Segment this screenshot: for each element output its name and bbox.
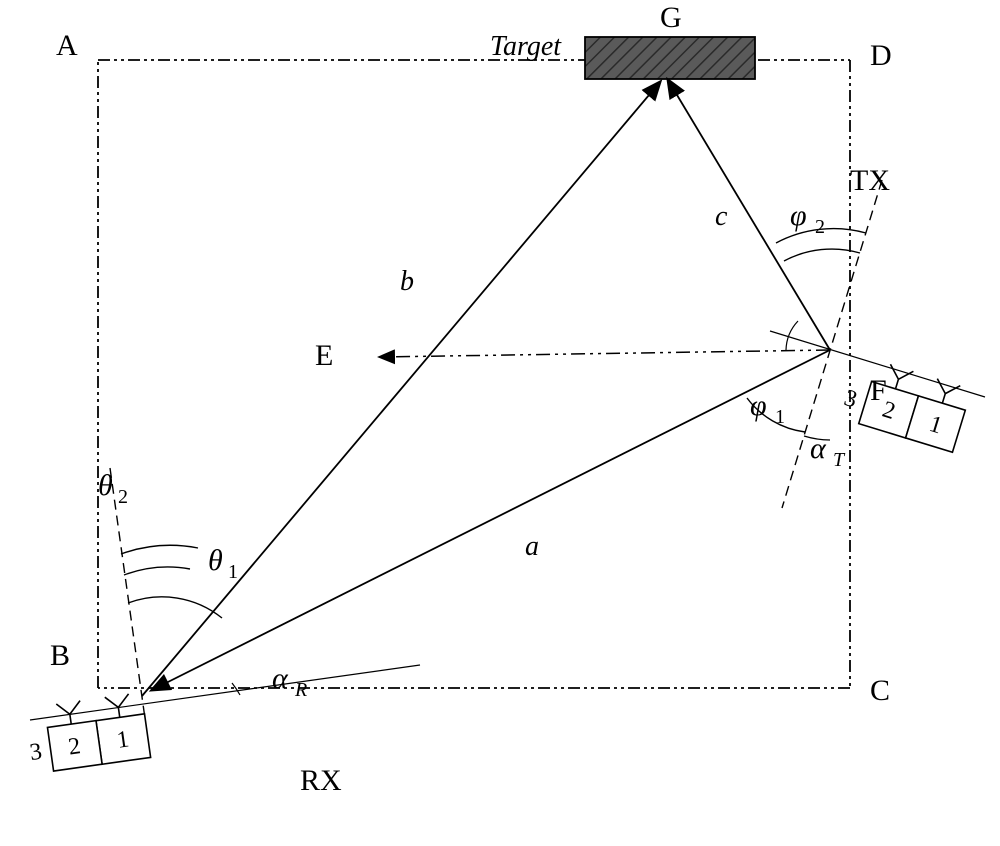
label-phi1: φ 1	[750, 389, 785, 428]
line-FB	[152, 350, 830, 690]
arc-theta1	[128, 597, 222, 618]
svg-text:1: 1	[228, 561, 238, 583]
arc-small-tx	[786, 321, 798, 350]
label-B: B	[50, 639, 70, 672]
target-box: Target	[490, 31, 755, 79]
svg-text:1: 1	[775, 406, 785, 428]
tx-antenna-array: 2 1 3	[839, 354, 972, 452]
svg-text:3: 3	[841, 385, 860, 413]
label-F: F	[870, 374, 887, 407]
label-D: D	[870, 39, 892, 72]
svg-text:θ: θ	[98, 469, 113, 502]
label-RX: RX	[300, 764, 342, 797]
label-E: E	[315, 339, 333, 372]
diagram-canvas: Target 1 2 3	[0, 0, 1000, 846]
label-b: b	[400, 266, 414, 297]
svg-text:φ: φ	[750, 389, 767, 422]
rx-array-line	[30, 665, 420, 720]
rx-antenna-array: 1 2 3	[24, 692, 151, 774]
label-theta1: θ 1	[208, 544, 238, 583]
label-a: a	[525, 531, 539, 562]
svg-text:2: 2	[118, 486, 128, 508]
svg-text:θ: θ	[208, 544, 223, 577]
label-C: C	[870, 674, 890, 707]
svg-text:R: R	[294, 679, 307, 701]
svg-text:3: 3	[28, 739, 44, 766]
label-phi2: φ 2	[790, 199, 825, 238]
svg-text:α: α	[810, 432, 827, 465]
arc-theta2b	[121, 545, 198, 554]
label-TX: TX	[850, 164, 890, 197]
svg-text:2: 2	[815, 216, 825, 238]
svg-text:φ: φ	[790, 199, 807, 232]
room-boundary	[98, 60, 850, 688]
line-FE	[380, 350, 830, 357]
target-label: Target	[490, 31, 562, 62]
svg-text:T: T	[833, 449, 846, 471]
label-alphaT: α T	[810, 432, 846, 471]
arc-theta2a	[124, 567, 190, 575]
label-G: G	[660, 1, 682, 34]
label-c: c	[715, 201, 728, 232]
line-BG	[142, 82, 660, 696]
label-A: A	[56, 29, 78, 62]
arc-phi2a	[784, 249, 860, 261]
label-alphaR: α R	[272, 662, 307, 701]
arc-alphaR	[232, 683, 240, 695]
svg-text:α: α	[272, 662, 289, 695]
rx-normal-line	[110, 468, 148, 740]
